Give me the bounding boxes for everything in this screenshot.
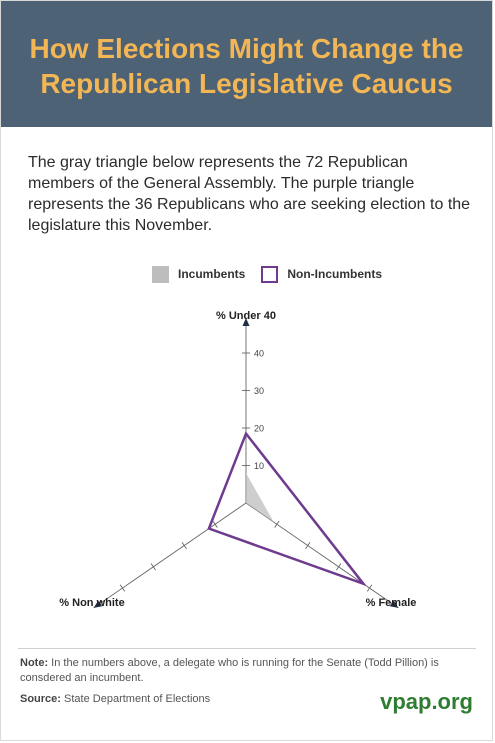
radar-chart: 10 20 30 40 % Under 40 % Female % Non white bbox=[59, 310, 417, 609]
title-line-1: How Elections Might Change the bbox=[29, 33, 464, 64]
header-banner: How Elections Might Change the Republica… bbox=[1, 1, 492, 127]
tick-label-40: 40 bbox=[254, 349, 264, 359]
source-line: Source: State Department of Elections bbox=[20, 693, 210, 705]
axis-under-40-label: % Under 40 bbox=[216, 310, 276, 322]
axis-non-white-tick bbox=[181, 541, 187, 550]
chart-legend: Incumbents Non-Incumbents bbox=[152, 264, 382, 284]
vpap-logo: vpap.org bbox=[380, 689, 473, 714]
axis-female-label: % Female bbox=[366, 597, 417, 609]
source-text: State Department of Elections bbox=[60, 693, 211, 705]
axis-non-white-line bbox=[93, 502, 247, 609]
axis-non-white-tick bbox=[150, 563, 156, 571]
axis-female-arrow bbox=[389, 600, 399, 608]
note-label: Note: bbox=[20, 657, 49, 669]
axis-female-line bbox=[245, 502, 399, 609]
legend-incumbents-label: Incumbents bbox=[178, 267, 246, 281]
axis-non-white-tick bbox=[212, 520, 218, 528]
axis-non-white-arrow bbox=[93, 600, 103, 608]
tick-label-10: 10 bbox=[254, 461, 264, 471]
incumbents-triangle bbox=[246, 473, 274, 523]
footer-divider bbox=[18, 648, 476, 649]
axis-non-white-tick bbox=[119, 584, 126, 592]
axis-under-40-arrow bbox=[242, 318, 250, 326]
title-line-2: Republican Legislative Caucus bbox=[40, 68, 453, 99]
axis-female-tick bbox=[366, 584, 373, 592]
non-incumbents-swatch bbox=[261, 265, 279, 283]
tick-label-20: 20 bbox=[254, 424, 264, 434]
axis-female-tick bbox=[336, 563, 342, 571]
footnote: Note: In the numbers above, a delegate w… bbox=[20, 656, 480, 686]
tick-label-30: 30 bbox=[254, 386, 264, 396]
page-title: How Elections Might Change the Republica… bbox=[1, 31, 492, 101]
incumbents-swatch bbox=[152, 265, 169, 283]
axis-female-tick bbox=[274, 520, 280, 528]
note-text: In the numbers above, a delegate who is … bbox=[20, 657, 439, 684]
axis-non-white-label: % Non white bbox=[59, 597, 124, 609]
non-incumbents-triangle bbox=[207, 431, 368, 587]
axis-female-tick bbox=[305, 541, 311, 550]
source-label: Source: bbox=[20, 693, 61, 705]
legend-non-incumbents-label: Non-Incumbents bbox=[287, 267, 383, 281]
intro-text: The gray triangle below represents the 7… bbox=[28, 154, 471, 234]
